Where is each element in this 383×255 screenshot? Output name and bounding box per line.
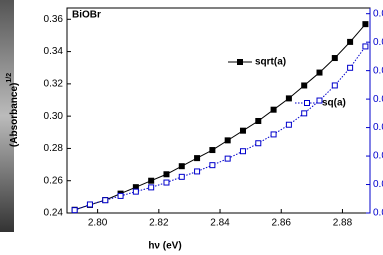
- point: [72, 208, 77, 213]
- y2-tick-label: 0.0: [373, 8, 383, 19]
- y2-tick-label: 0.0: [373, 208, 383, 219]
- point: [240, 128, 245, 133]
- y-label-text: (Absorbance): [9, 83, 20, 147]
- point: [317, 70, 322, 75]
- point: [164, 172, 169, 177]
- x-label: hν (eV): [148, 241, 181, 252]
- x-tick-label: 2.80: [88, 218, 108, 229]
- y-tick-label: 0.36: [44, 14, 64, 25]
- y-tick-label: 0.24: [44, 208, 64, 219]
- legend-marker: [305, 101, 310, 106]
- point: [103, 198, 108, 203]
- point: [256, 118, 261, 123]
- y-label-sup: 1/2: [6, 73, 13, 83]
- page: BiOBr hν (eV) (Absorbance)1/2 2.80 2.82 2.…: [0, 0, 383, 255]
- legend-label: sqrt(a): [255, 57, 286, 68]
- point: [286, 96, 291, 101]
- y-label: (Absorbance)1/2: [6, 73, 20, 147]
- x-tick-label: 2.84: [210, 218, 230, 229]
- point: [348, 39, 353, 44]
- point: [195, 156, 200, 161]
- series-line: [75, 24, 366, 210]
- x-tick-label: 2.88: [333, 218, 353, 229]
- point: [256, 141, 261, 146]
- point: [87, 202, 92, 207]
- point: [118, 193, 123, 198]
- point: [164, 180, 169, 185]
- y2-tick-label: 0.0: [373, 65, 383, 76]
- point: [271, 107, 276, 112]
- y2-tick-label: 0.0: [373, 122, 383, 133]
- point: [225, 138, 230, 143]
- point: [286, 122, 291, 127]
- chart-title: BiOBr: [72, 10, 101, 21]
- y-tick-label: 0.32: [44, 79, 64, 90]
- point: [363, 44, 368, 49]
- point: [133, 189, 138, 194]
- point: [302, 111, 307, 116]
- y2-tick-label: 0.0: [373, 179, 383, 190]
- point: [271, 132, 276, 137]
- plot-frame: [67, 8, 370, 213]
- y-tick-label: 0.28: [44, 143, 64, 154]
- point: [179, 164, 184, 169]
- legend-label: sq(a): [322, 98, 346, 109]
- point: [302, 83, 307, 88]
- point: [348, 65, 353, 70]
- y2-tick-label: 0.0: [373, 94, 383, 105]
- point: [363, 22, 368, 27]
- point: [225, 156, 230, 161]
- y2-tick-label: 0.0: [373, 37, 383, 48]
- y-tick-label: 0.34: [44, 46, 64, 57]
- point: [195, 169, 200, 174]
- point: [149, 178, 154, 183]
- chart: BiOBr hν (eV) (Absorbance)1/2 2.80 2.82 2.…: [0, 0, 383, 255]
- x-tick-label: 2.82: [149, 218, 169, 229]
- point: [240, 149, 245, 154]
- point: [332, 56, 337, 61]
- y-tick-label: 0.26: [44, 175, 64, 186]
- point: [210, 148, 215, 153]
- point: [149, 185, 154, 190]
- y2-tick-label: 0.0: [373, 151, 383, 162]
- point: [332, 83, 337, 88]
- point: [179, 174, 184, 179]
- x-tick-label: 2.86: [272, 218, 292, 229]
- point: [210, 163, 215, 168]
- y-tick-label: 0.30: [44, 111, 64, 122]
- legend-marker: [238, 60, 243, 65]
